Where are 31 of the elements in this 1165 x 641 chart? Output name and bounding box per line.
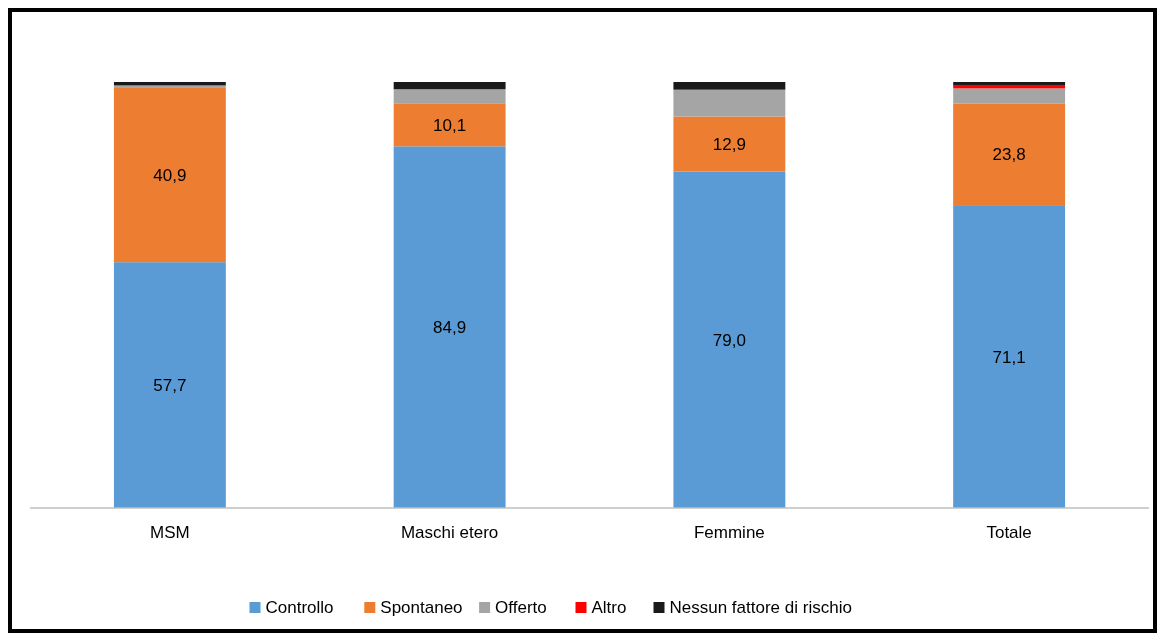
legend-label: Nessun fattore di rischio [669, 598, 852, 617]
bar [673, 171, 786, 508]
bar [953, 205, 1066, 508]
data-label: 12,9 [712, 134, 746, 154]
bar [953, 103, 1066, 206]
x-tick-label: MSM [150, 523, 190, 542]
bar [113, 262, 226, 508]
bar [673, 89, 786, 117]
bar [393, 89, 506, 104]
x-tick-label: Femmine [693, 523, 765, 542]
data-label: 23,8 [992, 145, 1026, 165]
bar [393, 82, 506, 90]
x-tick-label: Totale [986, 523, 1032, 542]
legend-label: Controllo [265, 598, 334, 617]
data-label: 10,1 [433, 115, 467, 135]
bar [673, 116, 786, 172]
legend-label: Spontaneo [380, 598, 463, 617]
bar [393, 103, 506, 147]
bar [673, 82, 786, 90]
data-label: 57,7 [153, 376, 187, 396]
data-label: 71,1 [992, 347, 1026, 367]
data-label: 84,9 [433, 318, 467, 338]
legend-label: Altro [591, 598, 627, 617]
bar [953, 88, 1066, 104]
data-label: 79,0 [712, 330, 746, 350]
bar [953, 82, 1066, 85]
bar [113, 87, 226, 263]
x-tick-label: Maschi etero [400, 523, 499, 542]
legend-label: Offerto [495, 598, 547, 617]
bar [393, 146, 506, 508]
data-label: 40,9 [153, 166, 187, 186]
